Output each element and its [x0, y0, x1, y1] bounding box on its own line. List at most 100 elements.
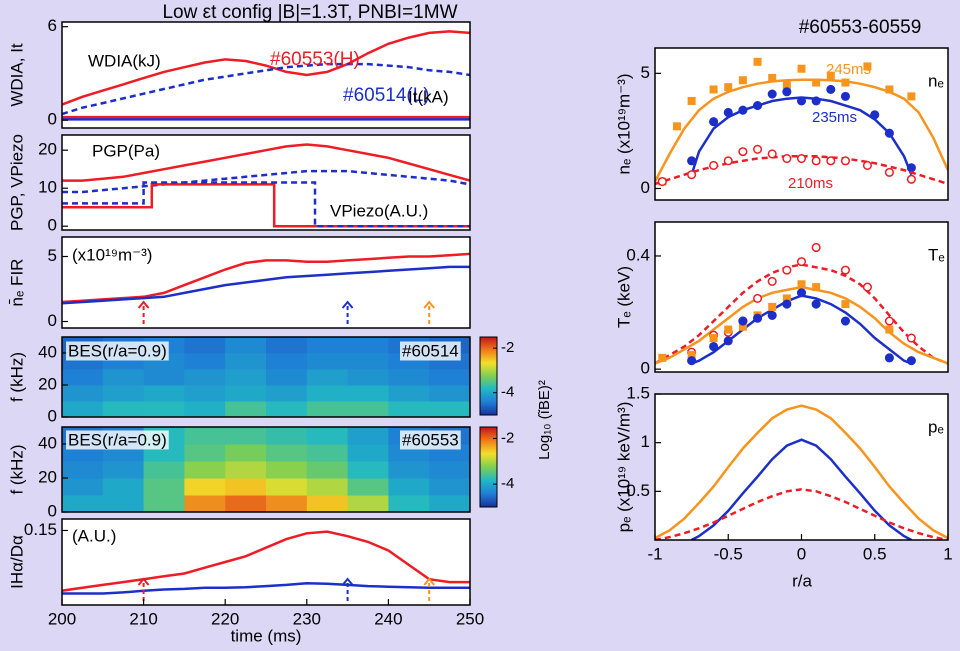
marker	[672, 122, 681, 131]
heatmap-cell	[347, 495, 389, 512]
plot-frame	[61, 426, 471, 513]
marker	[782, 294, 791, 303]
heatmap-cell	[102, 401, 145, 417]
marker	[797, 280, 806, 289]
marker	[907, 92, 916, 101]
marker	[709, 85, 718, 94]
marker	[738, 147, 748, 157]
heatmap-cell	[143, 369, 185, 386]
y-tick-label: 20	[38, 140, 57, 159]
marker	[885, 85, 894, 94]
marker	[767, 89, 777, 99]
marker	[687, 156, 697, 166]
colorbar-tick-label: -2	[501, 339, 514, 356]
marker	[687, 351, 696, 360]
heatmap-cell	[429, 461, 470, 479]
heatmap-cell	[102, 478, 145, 496]
marker	[840, 265, 851, 275]
series-label: 210ms	[788, 175, 833, 192]
heatmap-cell	[266, 353, 308, 370]
heatmap-cell	[306, 461, 349, 479]
heatmap-cell	[266, 369, 308, 386]
heatmap-cell	[225, 427, 267, 445]
marker	[826, 71, 835, 80]
heatmap-cell	[102, 495, 145, 512]
annotation: BES(r/a=0.9)	[68, 430, 167, 449]
heatmap-cell	[62, 495, 104, 512]
marker	[724, 325, 733, 334]
y-tick-label: 0	[48, 501, 57, 520]
heatmap-cell	[184, 478, 226, 496]
plot-frame	[61, 21, 471, 129]
plot-frame	[654, 221, 949, 373]
heatmap-cell	[266, 461, 308, 479]
marker	[884, 167, 894, 177]
y-tick-label: 20	[38, 374, 57, 393]
marker	[738, 322, 747, 331]
heatmap-cell	[306, 385, 349, 402]
marker	[840, 91, 851, 101]
marker	[870, 110, 880, 120]
marker	[738, 76, 747, 85]
heatmap-cell	[184, 337, 226, 354]
marker	[753, 57, 762, 66]
marker	[796, 257, 807, 267]
x-tick-label: 200	[48, 609, 76, 628]
annotation: (x10¹⁹m⁻³)	[72, 245, 152, 264]
marker	[723, 156, 733, 166]
y-tick-label: 0	[48, 216, 57, 235]
heatmap-cell	[306, 495, 349, 512]
heatmap-cell	[347, 444, 389, 462]
marker	[797, 64, 806, 73]
x-tick-label: 0.5	[863, 544, 887, 563]
y-tick-label: 0	[48, 110, 57, 129]
marker	[906, 333, 916, 343]
heatmap-cell	[306, 369, 349, 386]
arrow-head	[423, 577, 435, 586]
plot-frame	[61, 336, 471, 418]
marker	[753, 101, 763, 111]
marker	[862, 160, 872, 171]
heatmap-cell	[347, 353, 389, 370]
annotation: nₑ	[928, 71, 944, 90]
marker	[687, 170, 697, 180]
marker	[724, 83, 733, 92]
heatmap-cell	[306, 401, 349, 417]
heatmap-cell	[184, 353, 226, 370]
plot-frame	[61, 236, 471, 329]
heatmap-cell	[184, 401, 226, 417]
series-line	[655, 78, 948, 183]
marker	[811, 242, 821, 253]
y-axis-label: n̄ₑ FIR	[7, 259, 26, 307]
marker	[796, 288, 807, 298]
plot-layer	[655, 57, 948, 187]
heatmap-cell	[429, 369, 470, 386]
marker	[657, 177, 667, 187]
colorbar-tick-label: -2	[501, 429, 514, 446]
plot-frame	[654, 47, 949, 201]
marker	[753, 293, 763, 303]
annotation-bg	[400, 430, 461, 450]
heatmap-cell	[143, 401, 185, 417]
heatmap-cell	[347, 478, 389, 496]
annotation: Tₑ	[928, 245, 945, 264]
y-tick-label: 5	[48, 246, 57, 265]
marker	[687, 356, 697, 366]
marker	[840, 316, 851, 326]
heatmap-cell	[347, 401, 389, 417]
heatmap-cell	[184, 461, 226, 479]
plot-layer	[655, 404, 948, 540]
marker	[767, 276, 777, 286]
plot-layer	[62, 427, 470, 512]
annotation: pₑ	[928, 417, 944, 436]
heatmap-cell	[225, 444, 267, 462]
y-tick-label: 6	[48, 16, 57, 35]
marker	[796, 96, 807, 106]
heatmap-cell	[306, 478, 349, 496]
heatmap-cell	[62, 401, 104, 417]
marker	[840, 156, 851, 166]
annotation: (A.U.)	[72, 526, 116, 545]
heatmap-cell	[225, 369, 267, 386]
series-label: #60514(L)	[343, 85, 430, 106]
x-tick-label: 240	[374, 609, 402, 628]
